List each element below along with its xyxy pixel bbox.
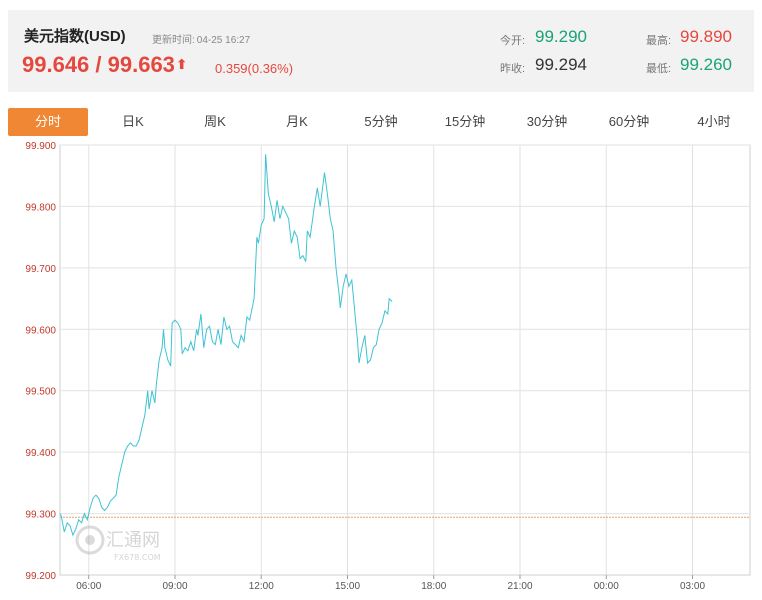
watermark-site: FX678.COM [114, 553, 161, 562]
tab-daily-k[interactable]: 日K [122, 114, 144, 129]
y-tick-label: 99.200 [25, 571, 56, 582]
tab-30min[interactable]: 30分钟 [526, 114, 568, 129]
x-tick-label: 09:00 [162, 581, 187, 592]
x-tick-label: 03:00 [680, 581, 705, 592]
y-tick-label: 99.400 [25, 448, 56, 459]
open-label: 今开: [500, 35, 526, 47]
y-tick-label: 99.500 [25, 387, 56, 398]
x-tick-label: 21:00 [507, 581, 532, 592]
y-tick-label: 99.700 [25, 264, 56, 275]
high-label: 最高: [646, 35, 672, 47]
chart-grid [59, 144, 751, 579]
x-tick-label: 00:00 [594, 581, 619, 592]
price-value: 99.646 / 99.663 [22, 52, 175, 77]
high-value: 99.890 [680, 27, 732, 46]
x-tick-label: 18:00 [421, 581, 446, 592]
arrow-up-icon: ⬆ [175, 56, 188, 72]
update-time: 更新时间: 04-25 16:27 [150, 31, 250, 46]
tab-15min[interactable]: 15分钟 [444, 114, 486, 129]
watermark-name: 汇通网 [106, 530, 160, 551]
tab-weekly-k[interactable]: 周K [204, 114, 226, 129]
plot-frame [59, 144, 751, 576]
x-axis-labels: 06:00 09:00 12:00 15:00 18:00 21:00 00:00 03:00 [76, 581, 705, 592]
open-value: 99.290 [535, 27, 587, 46]
price-line [59, 154, 393, 537]
bid-ask-price: 99.646 / 99.663⬆ [22, 52, 188, 78]
x-tick-label: 06:00 [76, 581, 101, 592]
prev-close-label: 昨收: [500, 63, 526, 75]
instrument-title: 美元指数(USD) [24, 28, 126, 45]
quote-header: 美元指数(USD) 更新时间: 04-25 16:27 99.646 / 99.6… [8, 10, 754, 92]
watermark: 汇通网 FX678.COM [75, 525, 161, 562]
watermark-logo-icon [75, 525, 105, 555]
y-tick-label: 99.900 [25, 141, 56, 152]
low-value: 99.260 [680, 55, 732, 74]
watermark-logo-dot [85, 535, 95, 545]
period-tabs: 分时 日K 周K 月K 5分钟 15分钟 30分钟 60分钟 4小时 [8, 108, 754, 136]
low-label: 最低: [646, 63, 672, 75]
tab-5min[interactable]: 5分钟 [364, 114, 398, 129]
update-time-value: 04-25 16:27 [196, 35, 251, 46]
tab-4hour[interactable]: 4小时 [697, 114, 731, 129]
y-tick-label: 99.300 [25, 510, 56, 521]
price-change: 0.359(0.36%) [215, 61, 294, 76]
x-tick-label: 15:00 [335, 581, 360, 592]
x-tick-label: 12:00 [249, 581, 274, 592]
prev-close-value: 99.294 [535, 55, 587, 74]
update-time-label: 更新时间: [152, 35, 195, 46]
y-tick-label: 99.600 [25, 325, 56, 336]
y-axis-labels: 99.900 99.800 99.700 99.600 99.500 99.400 99.3… [25, 141, 56, 582]
y-tick-label: 99.800 [25, 202, 56, 213]
tab-60min[interactable]: 60分钟 [608, 114, 650, 129]
tab-monthly-k[interactable]: 月K [286, 114, 308, 129]
tab-intraday[interactable]: 分时 [8, 108, 88, 136]
